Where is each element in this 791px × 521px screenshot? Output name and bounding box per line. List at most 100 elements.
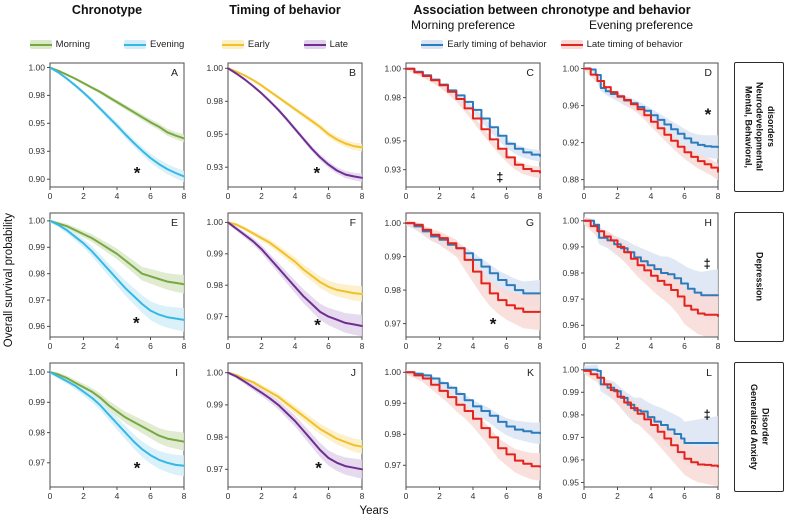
svg-text:2: 2 bbox=[259, 491, 264, 501]
svg-text:1.00: 1.00 bbox=[562, 365, 579, 375]
legend-timing-swatch-icon bbox=[303, 40, 326, 49]
row-label-cell-2: Generalized Anxiety Disorder bbox=[730, 355, 788, 505]
svg-text:0: 0 bbox=[48, 491, 53, 501]
svg-text:‡: ‡ bbox=[704, 257, 711, 271]
legend-timing-label: Early bbox=[247, 39, 270, 50]
row-label-text: Depression bbox=[754, 252, 765, 302]
svg-text:8: 8 bbox=[360, 191, 365, 201]
svg-text:8: 8 bbox=[538, 341, 543, 351]
svg-text:0.97: 0.97 bbox=[384, 460, 401, 470]
legend-association-swatch-icon bbox=[560, 40, 583, 49]
svg-text:0: 0 bbox=[582, 491, 587, 501]
svg-text:2: 2 bbox=[259, 191, 264, 201]
panel-L: 1.00 0.99 0.98 0.97 0.96 0.95 0 2 4 6 8 L ‡ bbox=[552, 355, 730, 505]
legend-association-label: Early timing of behavior bbox=[447, 39, 547, 50]
x-axis-label: Years bbox=[359, 505, 389, 517]
subtitle-evening-preference: Evening preference bbox=[588, 18, 694, 32]
svg-text:0.99: 0.99 bbox=[28, 397, 45, 407]
svg-text:6: 6 bbox=[504, 491, 509, 501]
svg-text:0: 0 bbox=[582, 341, 587, 351]
svg-text:4: 4 bbox=[471, 191, 476, 201]
svg-text:0.98: 0.98 bbox=[206, 96, 223, 106]
svg-text:1.00: 1.00 bbox=[206, 368, 223, 378]
legend-association-swatch-icon bbox=[421, 40, 444, 49]
svg-text:8: 8 bbox=[182, 491, 187, 501]
svg-text:0.99: 0.99 bbox=[384, 398, 401, 408]
svg-text:4: 4 bbox=[115, 191, 120, 201]
svg-text:6: 6 bbox=[326, 491, 331, 501]
svg-text:1.00: 1.00 bbox=[562, 216, 579, 226]
svg-text:6: 6 bbox=[504, 191, 509, 201]
figure-header: Chronotype Timing of behavior Associatio… bbox=[18, 0, 791, 55]
legend-association-item-1: Late timing of behavior bbox=[560, 39, 683, 50]
svg-text:2: 2 bbox=[81, 341, 86, 351]
svg-text:8: 8 bbox=[716, 341, 721, 351]
svg-text:6: 6 bbox=[682, 341, 687, 351]
svg-text:0.97: 0.97 bbox=[384, 318, 401, 328]
svg-text:0.96: 0.96 bbox=[28, 321, 45, 331]
svg-text:1.00: 1.00 bbox=[206, 217, 223, 227]
svg-text:0: 0 bbox=[226, 491, 231, 501]
svg-text:C: C bbox=[526, 67, 534, 79]
svg-text:4: 4 bbox=[115, 491, 120, 501]
column-title-association: Association between chronotype and behav… bbox=[413, 3, 691, 17]
chart-row-1: 1.00 0.99 0.98 0.97 0.96 0 2 4 6 8 E * 1.00 0.99 0.98 0… bbox=[18, 205, 788, 355]
chart-grid: 1.00 0.98 0.95 0.93 0.90 0 2 4 6 8 A * 1.00 0.98 0.95 0… bbox=[18, 55, 788, 505]
svg-text:L: L bbox=[706, 367, 712, 379]
svg-text:0.97: 0.97 bbox=[206, 464, 223, 474]
svg-text:*: * bbox=[705, 105, 712, 124]
svg-text:4: 4 bbox=[649, 191, 654, 201]
svg-text:0.95: 0.95 bbox=[206, 129, 223, 139]
svg-text:1.00: 1.00 bbox=[28, 62, 45, 72]
legend-timing-swatch-icon bbox=[221, 40, 244, 49]
svg-text:0.97: 0.97 bbox=[562, 294, 579, 304]
svg-text:I: I bbox=[175, 367, 178, 379]
svg-text:4: 4 bbox=[471, 491, 476, 501]
svg-text:0.98: 0.98 bbox=[28, 427, 45, 437]
svg-text:2: 2 bbox=[259, 341, 264, 351]
panel-K: 1.00 0.99 0.98 0.97 0 2 4 6 8 K bbox=[374, 355, 552, 505]
y-axis-label: Overall survival probability bbox=[3, 212, 15, 348]
svg-text:0.98: 0.98 bbox=[384, 92, 401, 102]
svg-text:0.96: 0.96 bbox=[562, 100, 579, 110]
svg-text:0: 0 bbox=[404, 491, 409, 501]
svg-text:0.98: 0.98 bbox=[384, 429, 401, 439]
svg-text:1.00: 1.00 bbox=[28, 216, 45, 226]
chart-row-0: 1.00 0.98 0.95 0.93 0.90 0 2 4 6 8 A * 1.00 0.98 0.95 0… bbox=[18, 55, 788, 205]
svg-text:K: K bbox=[527, 367, 534, 379]
svg-text:4: 4 bbox=[293, 191, 298, 201]
svg-text:*: * bbox=[314, 315, 321, 334]
panel-A: 1.00 0.98 0.95 0.93 0.90 0 2 4 6 8 A * bbox=[18, 55, 196, 205]
svg-text:4: 4 bbox=[115, 341, 120, 351]
legend-chronotype-swatch-icon bbox=[123, 40, 146, 49]
panel-H: 1.00 0.99 0.98 0.97 0.96 0 2 4 6 8 H ‡ bbox=[552, 205, 730, 355]
legend-association-label: Late timing of behavior bbox=[586, 39, 683, 50]
legend-chronotype: Morning Evening bbox=[18, 39, 196, 50]
svg-text:0.97: 0.97 bbox=[562, 432, 579, 442]
svg-text:1.00: 1.00 bbox=[562, 63, 579, 73]
svg-text:1.00: 1.00 bbox=[384, 64, 401, 74]
svg-text:8: 8 bbox=[538, 191, 543, 201]
svg-text:0.97: 0.97 bbox=[28, 295, 45, 305]
legend-timing-label: Late bbox=[329, 39, 349, 50]
legend-chronotype-item-0: Morning bbox=[29, 39, 90, 50]
svg-text:2: 2 bbox=[437, 191, 442, 201]
svg-text:8: 8 bbox=[716, 191, 721, 201]
svg-text:6: 6 bbox=[148, 191, 153, 201]
svg-text:0.98: 0.98 bbox=[206, 280, 223, 290]
svg-text:6: 6 bbox=[504, 341, 509, 351]
panel-I: 1.00 0.99 0.98 0.97 0 2 4 6 8 I * bbox=[18, 355, 196, 505]
svg-text:0.98: 0.98 bbox=[28, 269, 45, 279]
svg-text:6: 6 bbox=[148, 491, 153, 501]
svg-text:0.90: 0.90 bbox=[28, 174, 45, 184]
column-title-chronotype: Chronotype bbox=[71, 3, 143, 17]
legend-association: Early timing of behavior Late timing of b… bbox=[374, 39, 730, 50]
svg-text:4: 4 bbox=[293, 491, 298, 501]
legend-association-item-0: Early timing of behavior bbox=[421, 39, 547, 50]
svg-text:8: 8 bbox=[182, 341, 187, 351]
panel-E: 1.00 0.99 0.98 0.97 0.96 0 2 4 6 8 E * bbox=[18, 205, 196, 355]
svg-text:0.93: 0.93 bbox=[28, 146, 45, 156]
svg-text:6: 6 bbox=[148, 341, 153, 351]
svg-text:4: 4 bbox=[649, 341, 654, 351]
